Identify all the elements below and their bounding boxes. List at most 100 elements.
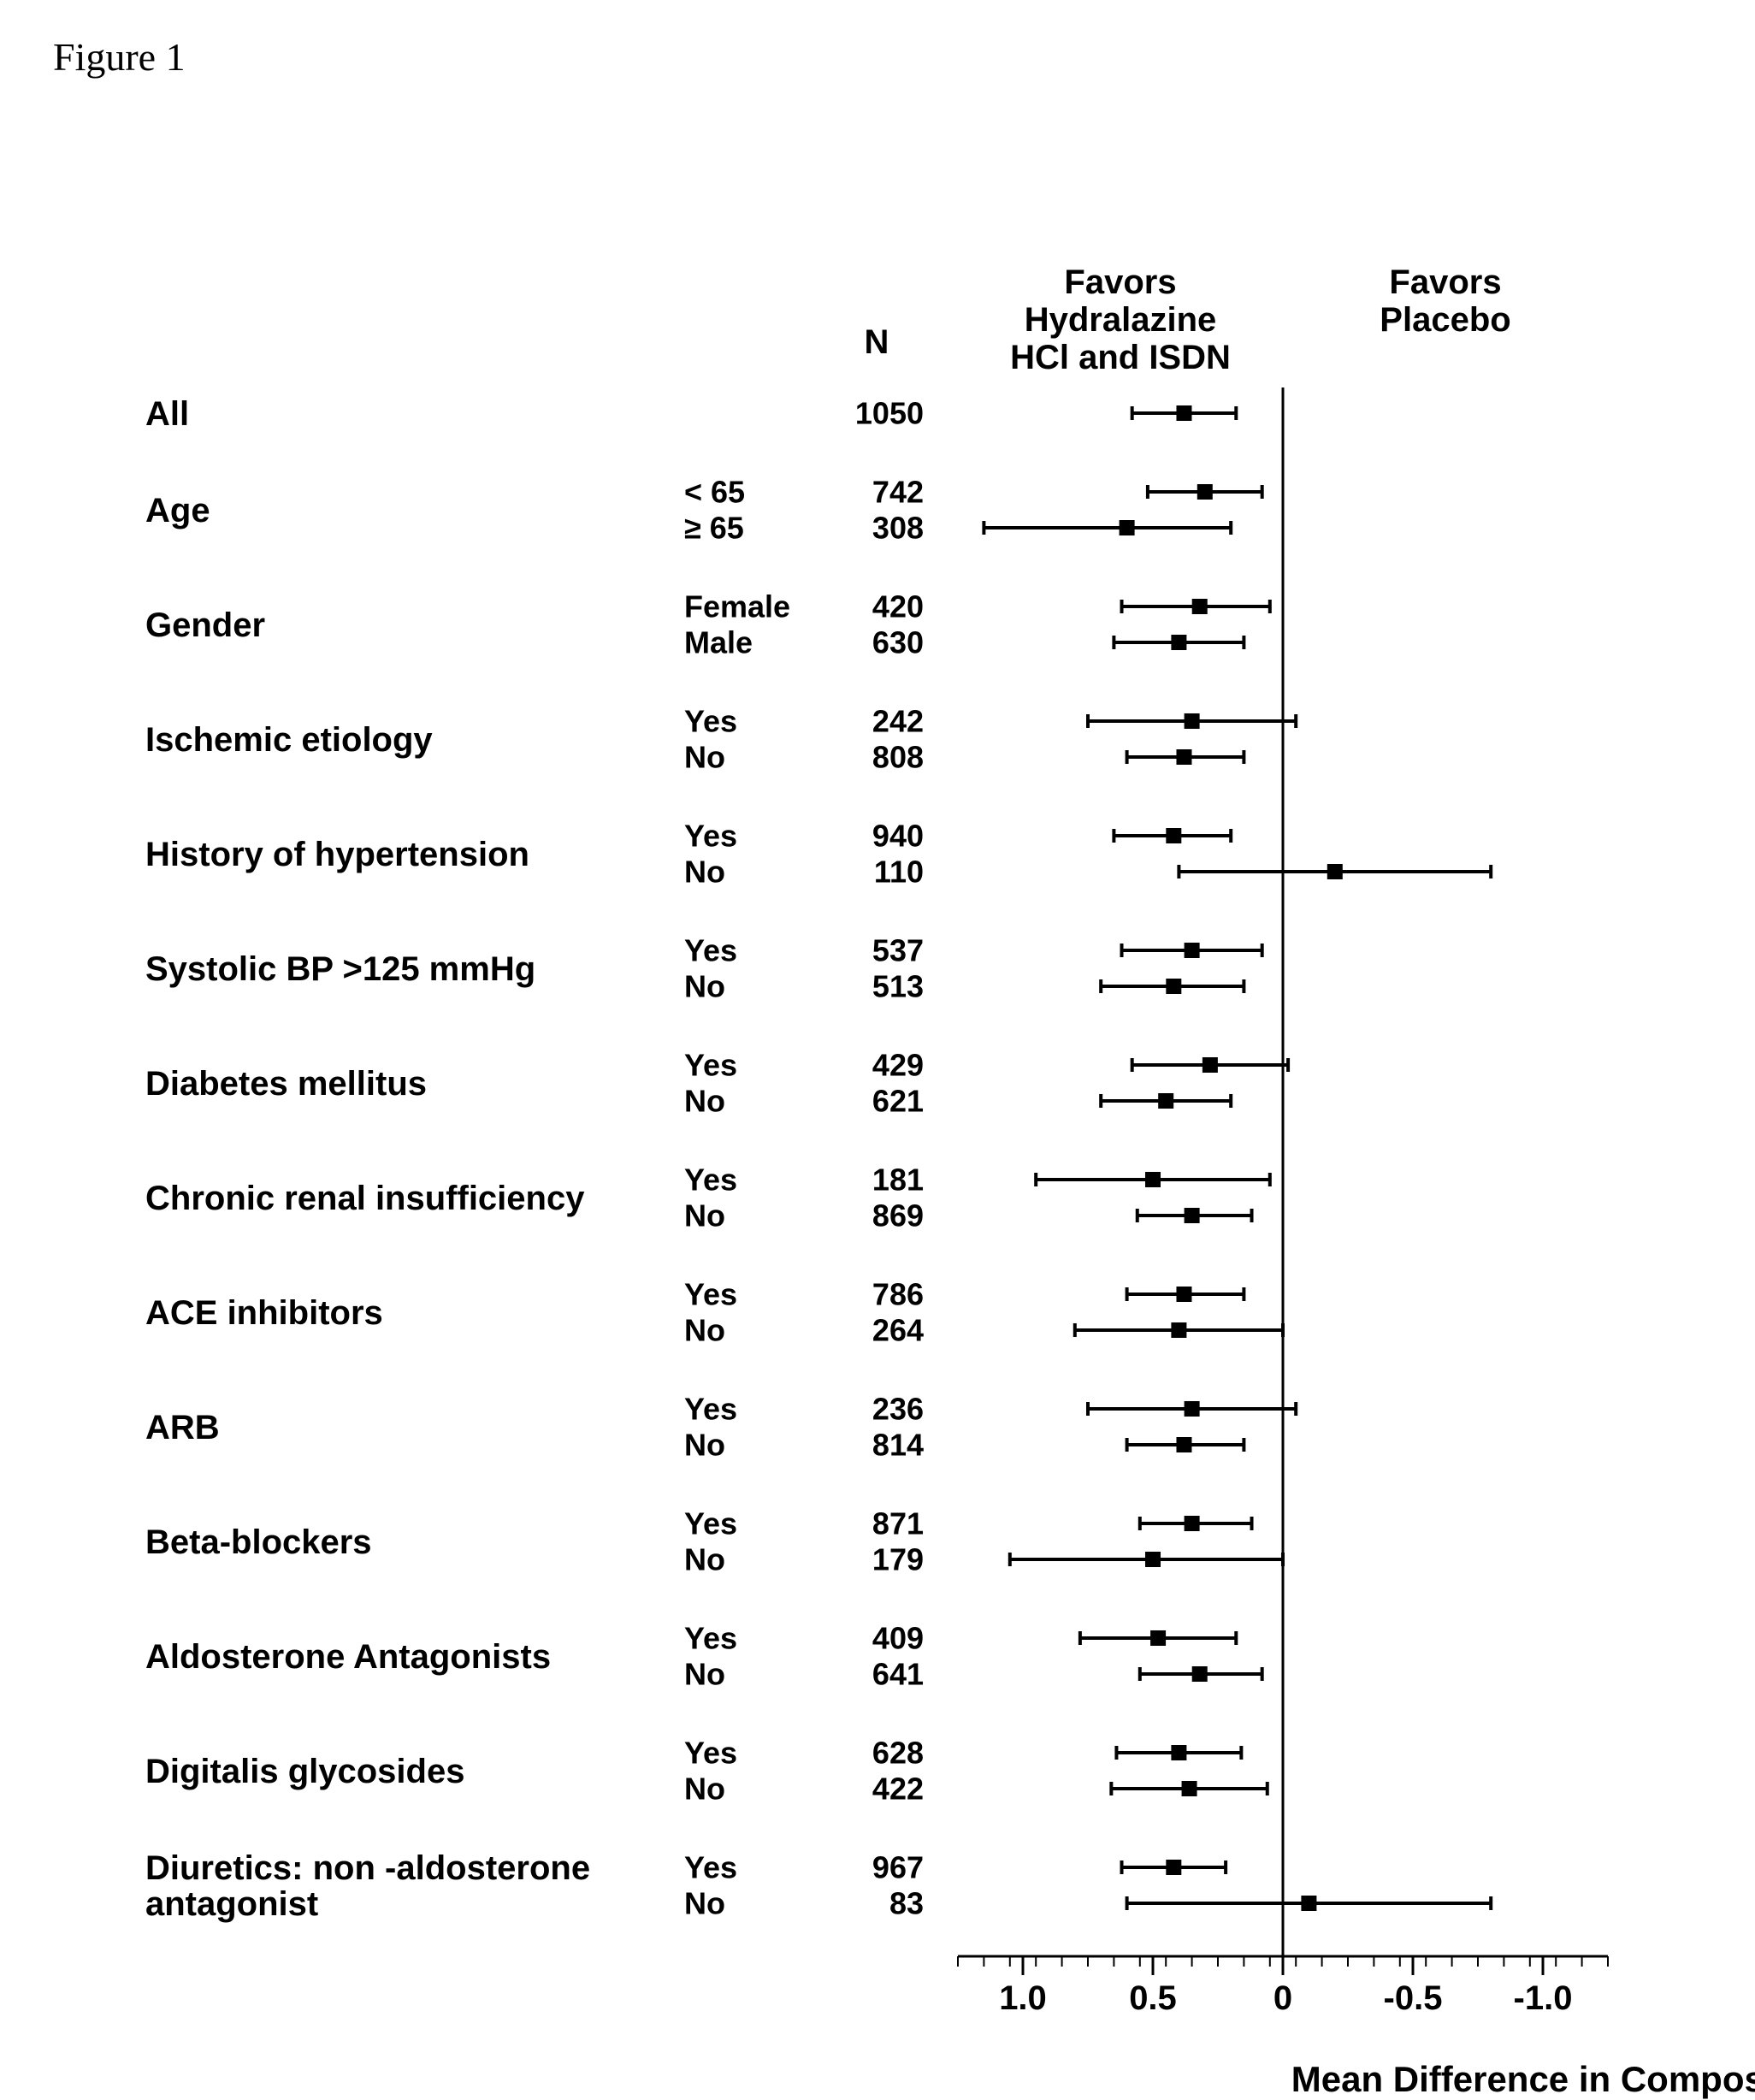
point-marker [1185,943,1200,958]
figure-label: Figure 1 [53,34,1704,80]
point-marker [1171,1322,1186,1338]
header-favors-left: HCl and ISDN [1010,339,1231,376]
subgroup-label: < 65 [684,475,745,510]
subgroup-label: Yes [684,819,737,854]
subgroup-label: Male [684,625,753,660]
n-value: 420 [872,589,924,624]
n-value: 808 [872,740,924,775]
n-value: 537 [872,933,924,968]
n-value: 630 [872,625,924,660]
header-n: N [865,323,889,361]
subgroup-label: Yes [684,933,737,968]
point-marker [1176,405,1191,421]
n-value: 429 [872,1048,924,1083]
point-marker [1171,1745,1186,1760]
point-marker [1185,713,1200,729]
n-value: 422 [872,1772,924,1807]
subgroup-label: Yes [684,1392,737,1427]
point-marker [1202,1057,1218,1073]
n-value: 641 [872,1657,924,1692]
point-marker [1327,864,1343,879]
group-label: ACE inhibitors [145,1294,383,1332]
subgroup-label: No [684,740,725,775]
forest-plot: NFavorsHydralazineHCl and ISDNFavorsPlac… [145,268,1642,2050]
point-marker [1166,1860,1181,1875]
group-label: Systolic BP >125 mmHg [145,950,535,988]
x-tick-label: -1.0 [1514,1979,1573,2017]
subgroup-label: No [684,855,725,890]
group-label: Beta-blockers [145,1523,372,1561]
subgroup-label: ≥ 65 [684,511,744,546]
x-tick-label: 0 [1273,1979,1292,2017]
point-marker [1185,1516,1200,1531]
group-label: Ischemic etiology [145,721,433,759]
subgroup-label: Yes [684,1048,737,1083]
group-label: History of hypertension [145,836,529,873]
subgroup-label: No [684,1084,725,1119]
n-value: 181 [872,1162,924,1198]
subgroup-label: Female [684,589,790,624]
header-favors-left: Favors [1064,268,1176,301]
x-tick-label: 1.0 [999,1979,1047,2017]
subgroup-label: Yes [684,1850,737,1885]
subgroup-label: Yes [684,1736,737,1771]
point-marker [1176,1437,1191,1452]
x-tick-label: 0.5 [1129,1979,1177,2017]
n-value: 179 [872,1542,924,1577]
n-value: 513 [872,969,924,1004]
group-label: Chronic renal insufficiency [145,1180,585,1217]
subgroup-label: No [684,1313,725,1348]
point-marker [1171,635,1186,650]
subgroup-label: Yes [684,1506,737,1541]
n-value: 871 [872,1506,924,1541]
header-favors-right: Placebo [1380,301,1510,339]
subgroup-label: Yes [684,1277,737,1312]
x-axis-label: Mean Difference in Composite Score [145,2059,1755,2100]
group-label: Diuretics: non -aldosterone [145,1849,590,1887]
point-marker [1197,484,1213,500]
n-value: 786 [872,1277,924,1312]
header-favors-right: Favors [1389,268,1501,301]
point-marker [1301,1896,1316,1911]
subgroup-label: No [684,1657,725,1692]
point-marker [1185,1401,1200,1417]
n-value: 1050 [855,396,924,431]
point-marker [1185,1208,1200,1223]
forest-plot-container: NFavorsHydralazineHCl and ISDNFavorsPlac… [145,268,1704,2100]
point-marker [1176,1287,1191,1302]
n-value: 264 [872,1313,924,1348]
n-value: 742 [872,475,924,510]
group-label: Gender [145,606,265,644]
n-value: 621 [872,1084,924,1119]
n-value: 940 [872,819,924,854]
point-marker [1158,1093,1173,1109]
group-label: All [145,395,189,433]
header-favors-left: Hydralazine [1025,301,1217,339]
subgroup-label: No [684,1542,725,1577]
point-marker [1145,1552,1161,1567]
n-value: 236 [872,1392,924,1427]
n-value: 869 [872,1198,924,1233]
n-value: 409 [872,1621,924,1656]
subgroup-label: Yes [684,1621,737,1656]
point-marker [1150,1630,1166,1646]
subgroup-label: No [684,969,725,1004]
group-label: Digitalis glycosides [145,1753,464,1790]
x-tick-label: -0.5 [1384,1979,1443,2017]
point-marker [1182,1781,1197,1796]
point-marker [1166,979,1181,994]
n-value: 308 [872,511,924,546]
group-label: Diabetes mellitus [145,1065,427,1103]
subgroup-label: Yes [684,704,737,739]
group-label: Aldosterone Antagonists [145,1638,551,1676]
point-marker [1176,749,1191,765]
group-label: Age [145,492,210,529]
subgroup-label: No [684,1772,725,1807]
point-marker [1166,828,1181,843]
n-value: 628 [872,1736,924,1771]
n-value: 110 [874,855,924,890]
n-value: 242 [872,704,924,739]
point-marker [1192,599,1208,614]
point-marker [1120,520,1135,535]
n-value: 967 [872,1850,924,1885]
